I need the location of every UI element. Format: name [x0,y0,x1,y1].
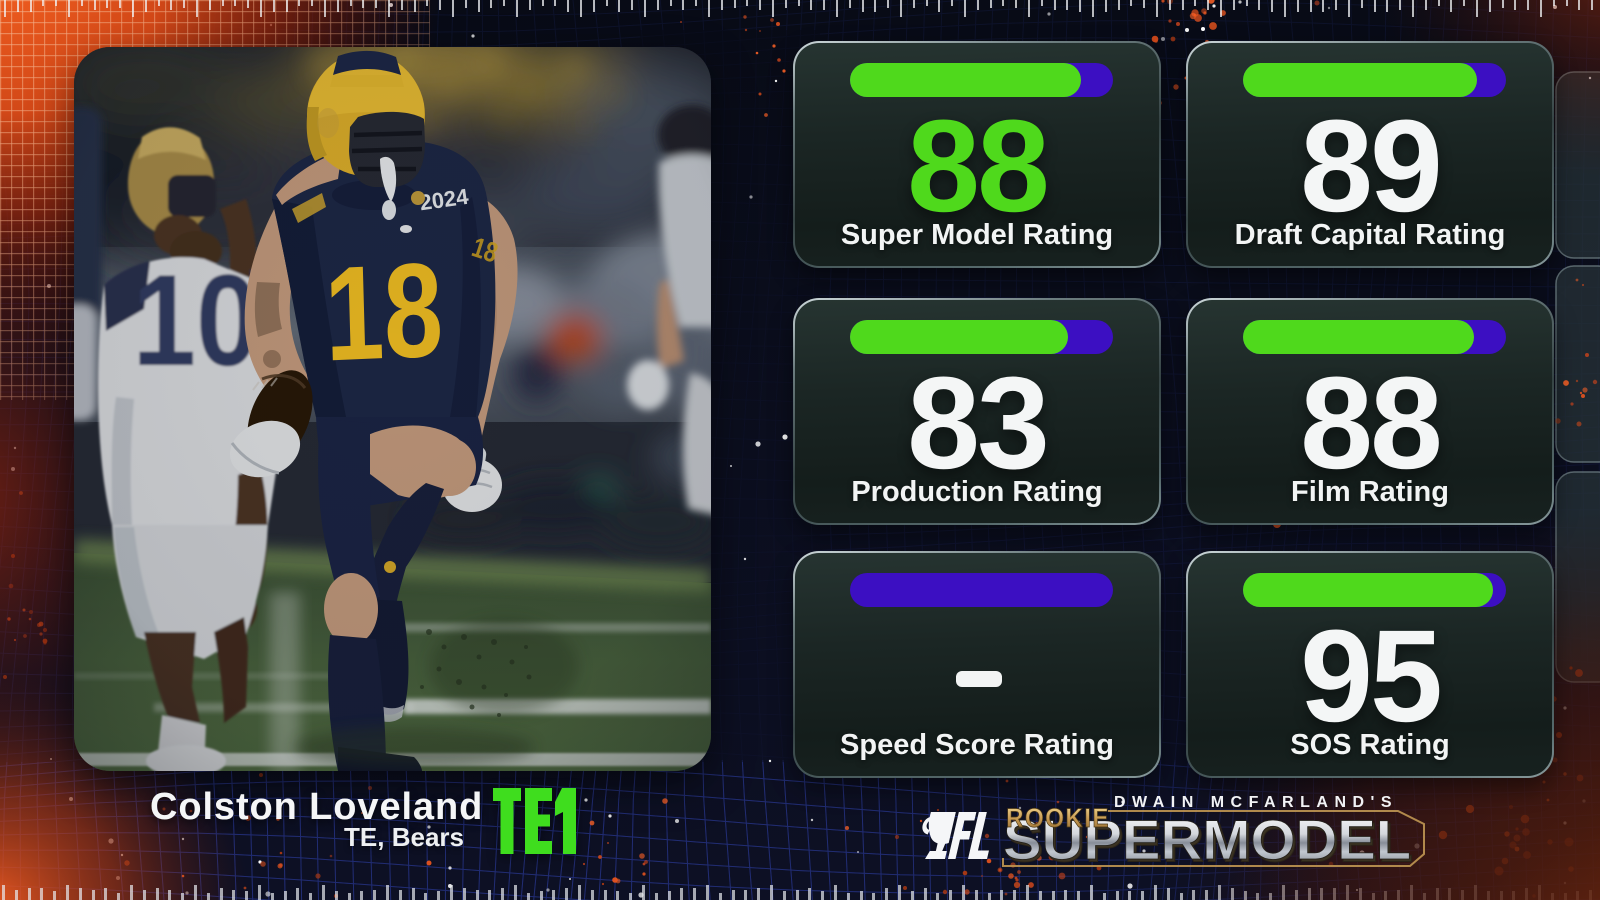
svg-text:SUPERMODEL: SUPERMODEL [1005,811,1413,874]
svg-text:DWAIN MCFARLAND'S: DWAIN MCFARLAND'S [1114,794,1398,811]
svg-text:ROOKIE: ROOKIE [1006,804,1110,833]
svg-text:SUPERMODEL: SUPERMODEL [1003,809,1411,872]
